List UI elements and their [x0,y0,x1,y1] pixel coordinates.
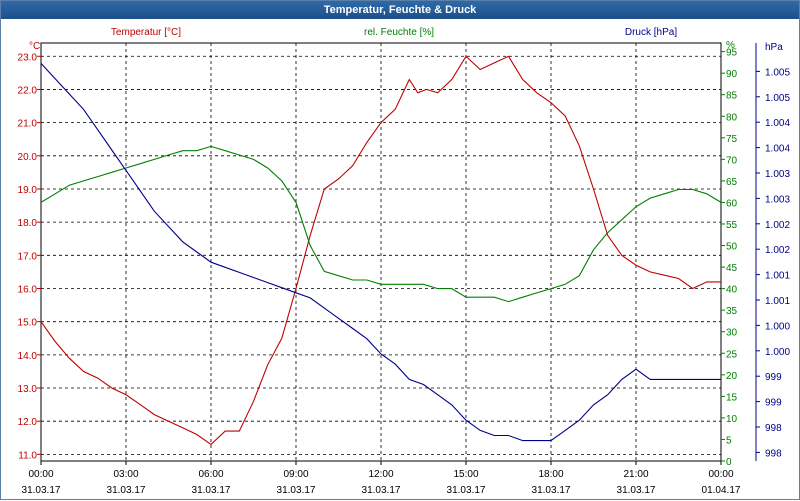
x-date-label: 31.03.17 [362,485,401,496]
press-tick-label: 1.001 [765,271,790,282]
x-date-label: 31.03.17 [532,485,571,496]
temp-tick-label: 13.0 [18,384,38,395]
hum-tick-label: 55 [726,220,738,231]
hum-tick-label: % [726,40,735,51]
hum-tick-label: 40 [726,285,738,296]
temp-tick-label: 18.0 [18,218,38,229]
hum-tick-label: 90 [726,69,738,80]
temp-tick-label: 16.0 [18,284,38,295]
hum-tick-label: 50 [726,242,738,253]
temp-series-label: Temperatur [°C] [111,27,181,38]
hum-tick-label: 65 [726,177,738,188]
temp-tick-label: 14.0 [18,351,38,362]
temp-tick-label: 12.0 [18,417,38,428]
x-date-label: 31.03.17 [107,485,146,496]
x-time-label: 09:00 [283,469,308,480]
hum-tick-label: 95 [726,48,738,59]
x-time-label: 00:00 [708,469,733,480]
press-tick-label: 1.000 [765,347,790,358]
press-tick-label: 1.004 [765,118,790,129]
hum-tick-label: 45 [726,263,738,274]
hum-tick-label: 30 [726,328,738,339]
hum-tick-label: 35 [726,306,738,317]
temp-series-line [40,55,721,446]
temp-tick-label: 15.0 [18,318,38,329]
temp-tick-label: 23.0 [18,52,38,63]
temp-tick-label: 22.0 [18,85,38,96]
hum-tick-label: 15 [726,392,738,403]
hum-tick-label: 60 [726,198,738,209]
chart-title: Temperatur, Feuchte & Druck [1,1,799,19]
press-tick-label: 1.003 [765,169,790,180]
press-tick-label: 1.005 [765,67,790,78]
temp-tick-label: 17.0 [18,251,38,262]
x-time-label: 15:00 [453,469,478,480]
hum-tick-label: 20 [726,371,738,382]
press-tick-label: 998 [765,448,782,459]
press-series-line [40,63,721,442]
x-time-label: 18:00 [538,469,563,480]
temp-tick-label: 20.0 [18,152,38,163]
press-tick-label: 1.002 [765,245,790,256]
x-time-label: 00:00 [28,469,53,480]
hum-tick-label: 80 [726,112,738,123]
x-date-label: 31.03.17 [447,485,486,496]
hum-tick-label: 75 [726,134,738,145]
hum-tick-label: 85 [726,91,738,102]
press-tick-label: 1.003 [765,194,790,205]
x-date-label: 31.03.17 [22,485,61,496]
press-tick-label: 1.000 [765,321,790,332]
x-time-label: 12:00 [368,469,393,480]
press-series-label: Druck [hPa] [625,27,677,38]
x-time-label: 21:00 [623,469,648,480]
hum-tick-label: 10 [726,414,738,425]
press-tick-label: hPa [765,42,783,53]
hum-tick-label: 25 [726,349,738,360]
x-date-label: 01.04.17 [702,485,741,496]
x-date-label: 31.03.17 [277,485,316,496]
press-tick-label: 1.001 [765,296,790,307]
press-tick-label: 1.005 [765,93,790,104]
hum-tick-label: 70 [726,155,738,166]
press-tick-label: 998 [765,423,782,434]
x-date-label: 31.03.17 [192,485,231,496]
press-tick-label: 999 [765,398,782,409]
temp-tick-label: 21.0 [18,119,38,130]
hum-tick-label: 5 [726,435,732,446]
hum-series-line [40,145,722,303]
x-time-label: 03:00 [113,469,138,480]
x-date-label: 31.03.17 [617,485,656,496]
press-tick-label: 1.004 [765,144,790,155]
temp-tick-label: 19.0 [18,185,38,196]
hum-tick-label: 0 [726,457,732,468]
press-tick-label: 999 [765,372,782,383]
temp-unit-label: °C [29,41,40,52]
hum-series-label: rel. Feuchte [%] [364,27,434,38]
x-time-label: 06:00 [198,469,223,480]
press-tick-label: 1.002 [765,220,790,231]
temp-tick-label: 11.0 [18,450,37,461]
